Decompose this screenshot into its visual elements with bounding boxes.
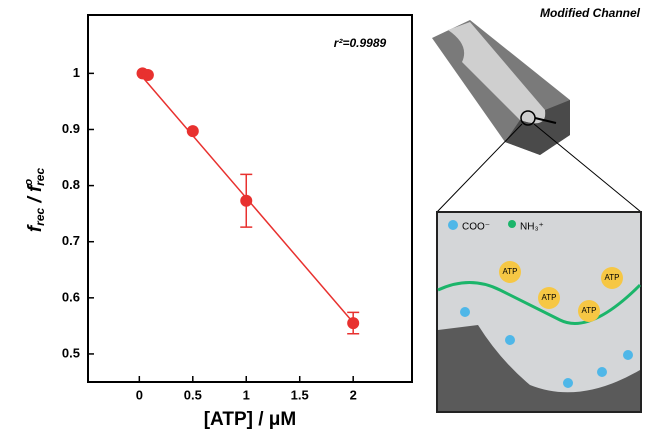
- channel-wall: [438, 325, 640, 411]
- atp-label: ATP: [542, 293, 557, 302]
- legend-entry: COO⁻: [462, 222, 490, 233]
- y-label-part: f: [25, 224, 46, 232]
- diagram-title: Modified Channel: [540, 6, 641, 20]
- x-tick-label: 1: [243, 387, 250, 402]
- y-tick-label: 0.5: [62, 345, 80, 360]
- y-tick-label: 0.8: [62, 177, 80, 192]
- y-tick-label: 1: [73, 65, 80, 80]
- y-label-part: o: [23, 179, 35, 186]
- coo-icon: [448, 220, 458, 230]
- y-axis-label: frec / forec: [23, 168, 47, 233]
- x-tick-label: 0: [136, 387, 143, 402]
- atp-label: ATP: [582, 306, 597, 315]
- atp-label: ATP: [503, 267, 518, 276]
- y-label-part: rec: [33, 207, 47, 225]
- zoom-mark: [534, 117, 557, 124]
- plot-frame: [87, 14, 413, 383]
- data-point: [141, 69, 154, 82]
- y-tick-label: 0.9: [62, 121, 80, 136]
- data-point: [240, 194, 253, 207]
- y-tick-label: 0.6: [62, 289, 80, 304]
- legend-entry: NH₃⁺: [520, 222, 544, 233]
- y-label-part: / f: [25, 184, 46, 208]
- diagram: Modified Channel COO⁻ NH₃⁺ ATP ATP ATP A…: [432, 6, 642, 413]
- x-axis-label: [ATP] / μM: [204, 409, 297, 430]
- channel-groove: [448, 22, 546, 124]
- data-point: [186, 125, 199, 138]
- nh3-icon: [508, 220, 516, 228]
- zoom-line: [436, 123, 523, 213]
- x-tick-label: 2: [350, 387, 357, 402]
- atp-label: ATP: [605, 273, 620, 282]
- data-point: [347, 317, 360, 330]
- x-tick-label: 1.5: [291, 387, 309, 402]
- annotation: r²=0.9989: [334, 36, 387, 50]
- x-tick-label: 0.5: [184, 387, 202, 402]
- y-label-part: rec: [33, 168, 47, 186]
- zoom-line: [533, 123, 642, 213]
- y-tick-label: 0.7: [62, 233, 80, 248]
